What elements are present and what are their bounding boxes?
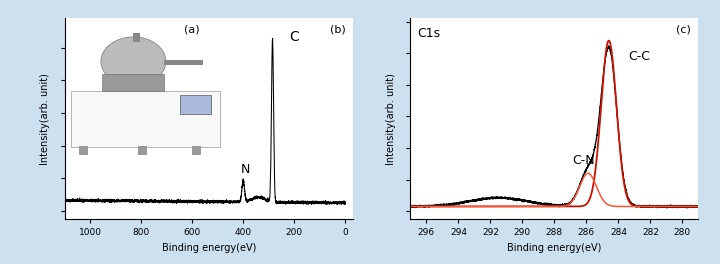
Bar — [71, 91, 220, 147]
Text: C-N: C-N — [572, 154, 595, 167]
Bar — [102, 74, 164, 91]
Text: N: N — [241, 163, 251, 176]
Bar — [79, 145, 88, 155]
Text: (b): (b) — [330, 25, 346, 35]
Text: (a): (a) — [184, 25, 200, 35]
Text: (c): (c) — [676, 25, 691, 35]
Bar — [164, 60, 203, 65]
Text: C-C: C-C — [628, 50, 650, 63]
Text: C1s: C1s — [417, 27, 440, 40]
Bar — [192, 145, 201, 155]
Bar — [180, 95, 211, 114]
X-axis label: Binding energy(eV): Binding energy(eV) — [161, 243, 256, 253]
Y-axis label: Intensity(arb. unit): Intensity(arb. unit) — [386, 73, 396, 165]
Ellipse shape — [101, 37, 166, 86]
X-axis label: Binding energy(eV): Binding energy(eV) — [507, 243, 602, 253]
Y-axis label: Intensity(arb. unit): Intensity(arb. unit) — [40, 73, 50, 165]
Bar — [138, 145, 147, 155]
Bar — [133, 34, 140, 42]
Text: C: C — [289, 30, 300, 44]
